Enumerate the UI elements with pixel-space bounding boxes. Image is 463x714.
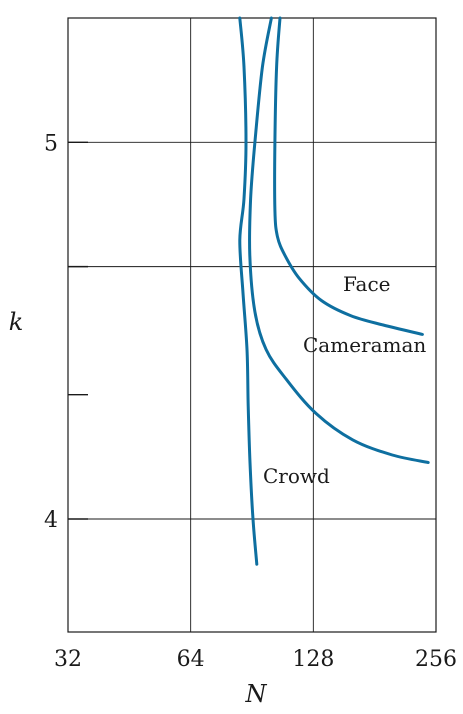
curve-cameraman (248, 16, 430, 464)
x-tick-label-32: 32 (54, 647, 82, 672)
curve-face (273, 16, 424, 336)
series-label-cameraman: Cameraman (303, 333, 426, 357)
y-axis-label: k (9, 308, 24, 336)
y-tick-label-5: 5 (44, 131, 58, 156)
y-tick-label-4: 4 (44, 508, 58, 533)
x-tick-label-64: 64 (177, 647, 205, 672)
plot-frame (67, 17, 437, 633)
curves (238, 16, 430, 566)
series-label-face: Face (343, 272, 390, 296)
x-tick-label-128: 128 (292, 647, 334, 672)
x-axis-label: N (245, 680, 268, 708)
curve-crowd (238, 16, 259, 566)
tick-labels: 32 64 128 256 4 5 Face Cameraman Crowd (44, 131, 457, 672)
series-label-crowd: Crowd (263, 464, 330, 488)
axis-ticks (68, 141, 88, 520)
x-tick-label-256: 256 (415, 647, 457, 672)
